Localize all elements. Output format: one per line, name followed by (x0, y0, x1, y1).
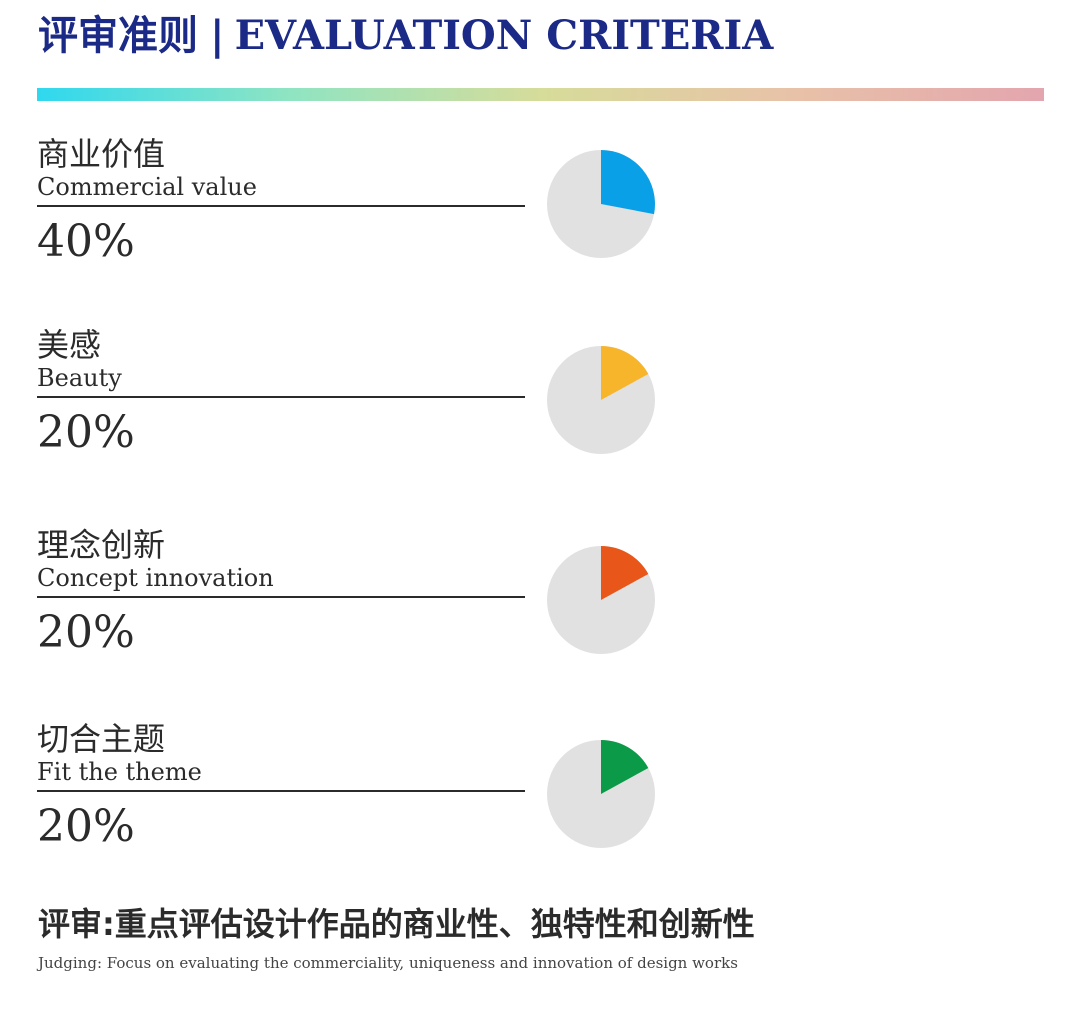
criterion-label-cn: 商业价值 (37, 135, 166, 173)
criterion-percent: 40% (37, 216, 135, 267)
criterion-label-cn: 美感 (37, 326, 102, 364)
criterion-percent: 20% (37, 801, 135, 852)
gradient-divider (37, 88, 1044, 101)
criterion-label-en: Commercial value (37, 173, 257, 201)
pie-chart-beauty (547, 346, 655, 454)
title-en: EVALUATION CRITERIA (234, 12, 774, 59)
criterion-divider (37, 396, 525, 398)
criterion-percent: 20% (37, 407, 135, 458)
criterion-label-cn: 理念创新 (37, 526, 166, 564)
criterion-divider (37, 205, 525, 207)
pie-slice (601, 546, 649, 600)
criterion-concept-innovation: 理念创新 Concept innovation 20% (37, 525, 1037, 685)
title-separator: | (210, 12, 225, 59)
criterion-fit-the-theme: 切合主题 Fit the theme 20% (37, 719, 1037, 879)
pie-chart-concept-innovation (547, 546, 655, 654)
pie-slice (601, 740, 649, 794)
criterion-label-cn: 切合主题 (37, 720, 166, 758)
criterion-label-en: Beauty (37, 364, 122, 392)
criterion-divider (37, 596, 525, 598)
summary-heading-cn: 评审:重点评估设计作品的商业性、独特性和创新性 (38, 905, 755, 943)
criterion-label-en: Concept innovation (37, 564, 274, 592)
pie-chart-commercial-value (547, 150, 655, 258)
pie-slice (601, 346, 649, 400)
title-cn: 评审准则 (38, 12, 198, 59)
criterion-percent: 20% (37, 607, 135, 658)
criterion-label-en: Fit the theme (37, 758, 202, 786)
criterion-commercial-value: 商业价值 Commercial value 40% (37, 134, 1037, 294)
criterion-divider (37, 790, 525, 792)
pie-chart-fit-the-theme (547, 740, 655, 848)
criterion-beauty: 美感 Beauty 20% (37, 325, 1037, 485)
pie-slice (601, 150, 655, 215)
summary-text-en: Judging: Focus on evaluating the commerc… (38, 954, 738, 972)
page-title: 评审准则 | EVALUATION CRITERIA (38, 10, 773, 62)
